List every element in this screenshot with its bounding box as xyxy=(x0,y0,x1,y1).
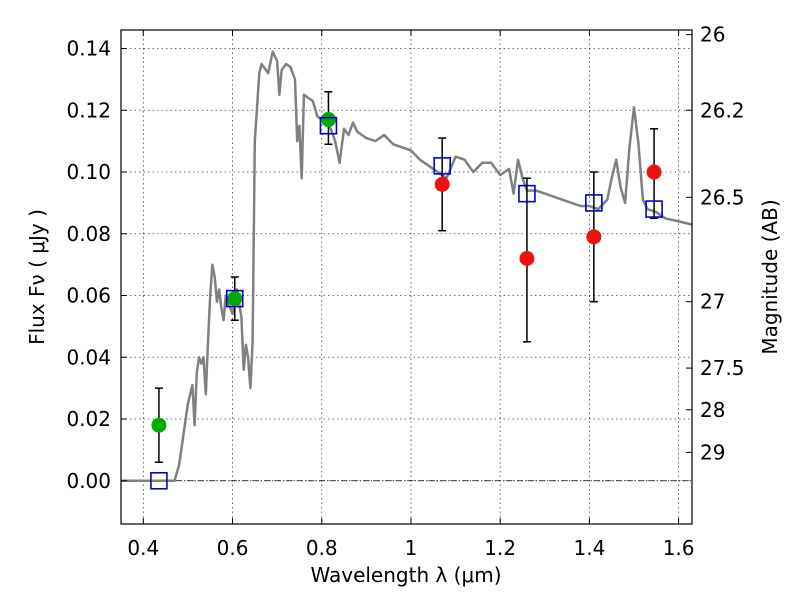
y-tick-label: 0.02 xyxy=(66,407,111,431)
y-axis-label: Flux Fν ( μJy ) xyxy=(25,209,49,345)
y-tick-label: 0.06 xyxy=(66,284,111,308)
right-tick-label: 26.2 xyxy=(700,98,745,122)
red-point xyxy=(519,250,535,266)
red-point xyxy=(434,176,450,192)
x-tick-label: 1.2 xyxy=(484,536,516,560)
x-tick-label: 0.6 xyxy=(217,536,249,560)
y-axis-right: 26 26.2 26.5 27 27.5 28 29 xyxy=(686,23,745,464)
plot-frame xyxy=(120,29,693,525)
x-tick-label: 1.6 xyxy=(663,536,695,560)
model-band-square xyxy=(433,157,451,175)
x-tick-label: 1 xyxy=(405,536,418,560)
red-point xyxy=(646,164,662,180)
y-tick-label: 0.00 xyxy=(66,469,111,493)
right-axis-label: Magnitude (AB) xyxy=(758,199,782,354)
right-tick-label: 29 xyxy=(700,440,725,464)
model-band-square xyxy=(319,116,338,135)
model-band-square xyxy=(518,184,536,203)
model-band-square xyxy=(585,194,603,212)
y-tick-label: 0.12 xyxy=(66,98,111,122)
model-band-square xyxy=(150,471,168,490)
green-point xyxy=(320,112,336,128)
grid-layer xyxy=(121,30,692,524)
y-tick-label: 0.14 xyxy=(66,37,111,61)
right-tick-label: 26.5 xyxy=(700,185,745,209)
right-tick-label: 27.5 xyxy=(700,356,745,380)
x-axis-label: Wavelength λ (μm) xyxy=(310,563,501,587)
x-tick-label: 1.4 xyxy=(573,536,605,560)
model-band-square xyxy=(645,200,663,218)
green-point xyxy=(151,417,167,433)
model-sed-line xyxy=(121,50,693,483)
y-tick-label: 0.04 xyxy=(66,345,111,369)
model-band-square xyxy=(225,289,244,308)
y-tick-label: 0.08 xyxy=(66,222,111,246)
model-line-layer xyxy=(121,50,693,483)
right-tick-label: 27 xyxy=(700,290,725,314)
x-axis: 0.4 0.6 0.8 1 1.2 1.4 1.6 xyxy=(127,30,695,560)
red-point xyxy=(586,229,602,245)
x-tick-label: 0.8 xyxy=(306,536,338,560)
right-tick-label: 26 xyxy=(700,23,725,47)
right-tick-label: 28 xyxy=(700,398,725,422)
x-tick-label: 0.4 xyxy=(127,536,159,560)
y-axis-left: 0.00 0.02 0.04 0.06 0.08 0.10 0.12 0.14 xyxy=(66,37,127,493)
green-point xyxy=(227,291,243,307)
marker-layer xyxy=(150,91,663,490)
y-tick-label: 0.10 xyxy=(66,160,111,184)
